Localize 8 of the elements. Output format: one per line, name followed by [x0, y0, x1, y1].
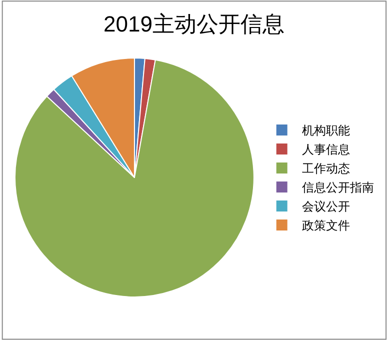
- legend-label: 会议公开: [302, 200, 350, 214]
- legend-label: 政策文件: [302, 218, 350, 233]
- legend-label: 信息公开指南: [302, 180, 374, 195]
- legend-label: 人事信息: [302, 142, 350, 157]
- chart-title: 2019主动公开信息: [104, 12, 284, 36]
- legend-label: 工作动态: [302, 162, 350, 176]
- pie-slice: [14, 59, 254, 298]
- legend-label: 机构职能: [302, 124, 350, 138]
